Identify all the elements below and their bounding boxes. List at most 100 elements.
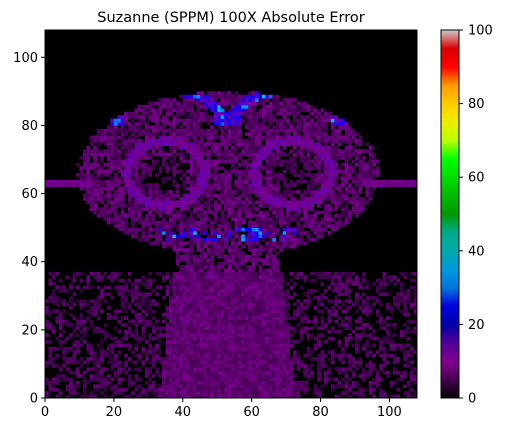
- heatmap-cell: [124, 186, 128, 191]
- heatmap-cell: [361, 173, 366, 177]
- heatmap-cell: [306, 159, 311, 164]
- heatmap-cell: [172, 346, 177, 351]
- heatmap-cell: [210, 299, 215, 303]
- heatmap-cell: [158, 135, 163, 140]
- heatmap-cell: [110, 186, 115, 191]
- heatmap-cell: [231, 210, 235, 215]
- heatmap-cell: [358, 173, 363, 177]
- heatmap-cell: [200, 241, 204, 245]
- heatmap-cell: [86, 346, 91, 351]
- heatmap-cell: [396, 183, 401, 188]
- heatmap-cell: [265, 183, 270, 188]
- heatmap-cell: [258, 295, 263, 300]
- heatmap-cell: [306, 326, 311, 331]
- heatmap-cell: [368, 309, 373, 314]
- heatmap-cell: [76, 370, 80, 375]
- heatmap-cell: [134, 179, 139, 184]
- heatmap-cell: [296, 142, 301, 147]
- heatmap-cell: [189, 282, 194, 286]
- heatmap-cell: [89, 162, 94, 167]
- heatmap-cell: [82, 387, 87, 392]
- heatmap-cell: [86, 394, 91, 399]
- heatmap-cell: [351, 193, 356, 198]
- heatmap-cell: [127, 200, 132, 205]
- heatmap-cell: [399, 179, 404, 184]
- heatmap-cell: [148, 142, 153, 147]
- heatmap-cell: [289, 159, 294, 164]
- heatmap-cell: [358, 306, 363, 310]
- heatmap-cell: [355, 139, 359, 143]
- heatmap-cell: [403, 323, 407, 327]
- heatmap-cell: [227, 271, 232, 276]
- heatmap-cell: [275, 374, 280, 378]
- heatmap-cell: [262, 268, 266, 273]
- heatmap-cell: [203, 231, 208, 235]
- heatmap-cell: [313, 271, 318, 276]
- heatmap-cell: [351, 357, 356, 361]
- heatmap-cell: [324, 326, 328, 331]
- heatmap-cell: [213, 340, 218, 344]
- heatmap-cell: [262, 231, 266, 235]
- heatmap-cell: [231, 350, 235, 355]
- heatmap-cell: [234, 173, 239, 177]
- heatmap-cell: [355, 152, 359, 157]
- heatmap-cell: [55, 353, 60, 358]
- heatmap-cell: [337, 343, 342, 348]
- heatmap-cell: [110, 162, 115, 167]
- heatmap-cell: [344, 152, 349, 157]
- heatmap-cell: [103, 394, 108, 399]
- heatmap-cell: [55, 363, 60, 368]
- heatmap-cell: [275, 357, 280, 361]
- heatmap-cell: [148, 336, 153, 341]
- heatmap-cell: [93, 326, 97, 331]
- heatmap-cell: [389, 384, 394, 389]
- heatmap-cell: [179, 207, 184, 211]
- heatmap-cell: [310, 271, 314, 276]
- heatmap-cell: [392, 360, 397, 365]
- heatmap-cell: [110, 149, 115, 153]
- heatmap-cell: [203, 278, 208, 283]
- heatmap-cell: [103, 292, 108, 297]
- heatmap-cell: [268, 312, 273, 317]
- heatmap-cell: [172, 285, 177, 290]
- heatmap-cell: [348, 323, 352, 327]
- heatmap-cell: [210, 193, 215, 198]
- heatmap-cell: [365, 149, 370, 153]
- heatmap-cell: [282, 360, 287, 365]
- heatmap-cell: [189, 196, 194, 201]
- heatmap-cell: [224, 346, 228, 351]
- heatmap-cell: [275, 384, 280, 389]
- heatmap-cell: [265, 336, 270, 341]
- heatmap-cell: [282, 329, 287, 334]
- heatmap-cell: [348, 278, 352, 283]
- heatmap-cell: [134, 394, 139, 399]
- heatmap-cell: [386, 316, 390, 320]
- heatmap-cell: [413, 302, 418, 307]
- heatmap-cell: [317, 135, 321, 140]
- heatmap-cell: [341, 391, 345, 395]
- heatmap-cell: [282, 343, 287, 348]
- heatmap-cell: [286, 340, 290, 344]
- heatmap-cell: [406, 363, 411, 368]
- heatmap-cell: [72, 326, 77, 331]
- heatmap-cell: [158, 326, 163, 331]
- heatmap-cell: [165, 336, 170, 341]
- heatmap-cell: [45, 391, 49, 395]
- heatmap-cell: [275, 346, 280, 351]
- heatmap-cell: [320, 319, 325, 324]
- heatmap-cell: [206, 360, 211, 365]
- heatmap-cell: [127, 135, 132, 140]
- heatmap-cell: [275, 302, 280, 307]
- heatmap-cell: [189, 227, 194, 232]
- heatmap-cell: [206, 217, 211, 222]
- heatmap-cell: [120, 132, 125, 136]
- heatmap-cell: [175, 183, 180, 188]
- heatmap-cell: [120, 214, 125, 218]
- heatmap-cell: [196, 326, 201, 331]
- heatmap-cell: [200, 377, 204, 382]
- heatmap-cell: [144, 306, 149, 310]
- heatmap-cell: [379, 302, 383, 307]
- heatmap-cell: [262, 278, 266, 283]
- heatmap-cell: [134, 139, 139, 143]
- heatmap-cell: [272, 278, 277, 283]
